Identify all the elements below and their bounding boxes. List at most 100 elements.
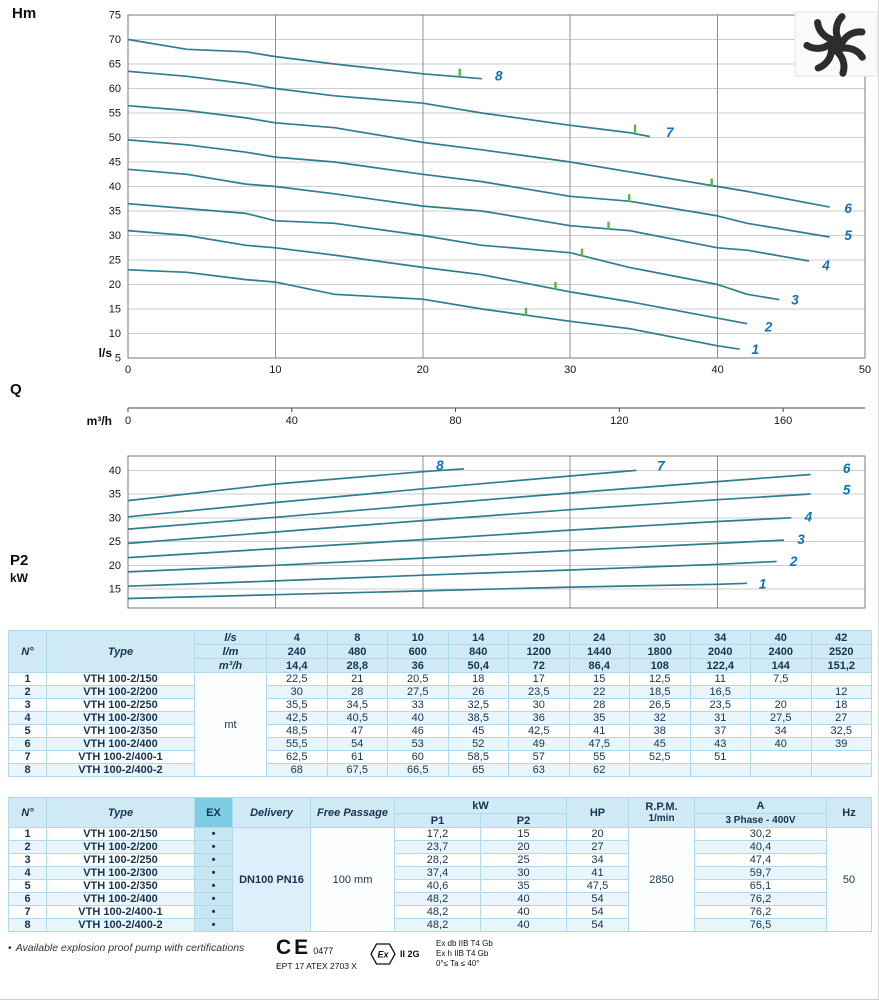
svg-text:80: 80	[449, 415, 461, 427]
t2-ex-header: EX	[194, 797, 233, 828]
t1-head-value: 16,5	[689, 685, 751, 699]
svg-text:75: 75	[109, 10, 121, 22]
ex-symbol-text: Ex	[377, 950, 389, 960]
t2-p2-value: 40	[480, 918, 567, 932]
t2-row: 8 VTH 100-2/400-2 • 48,2 40 54 76,5	[8, 918, 872, 932]
t1-row-type: VTH 100-2/250	[46, 698, 195, 712]
t2-ex-flag: •	[194, 827, 233, 841]
t2-hp-value: 20	[566, 827, 629, 841]
svg-text:40: 40	[109, 181, 121, 193]
t2-hp-value: 27	[566, 840, 629, 854]
specs-table: N° Type EX Delivery Free Passage kW HP R.P.M. 1/…	[8, 797, 872, 932]
t1-flow-header: 1800	[629, 644, 691, 659]
t1-row-no: 7	[8, 750, 47, 764]
t1-head-value: 18	[810, 698, 872, 712]
t1-head-value	[629, 763, 691, 777]
t1-row: 5 VTH 100-2/350 48,5 47 46 45 42,5 41 38 37 34 32,5	[8, 724, 872, 738]
t1-head-value: 40,5	[326, 711, 388, 725]
t1-head-value: 47	[326, 724, 388, 738]
t2-p2-value: 20	[480, 840, 567, 854]
svg-text:0: 0	[125, 364, 131, 376]
curve-label-2: 2	[764, 320, 773, 335]
ls-axis-label: l/s	[98, 346, 112, 360]
t1-head-value	[810, 763, 872, 777]
pump-curve-8	[127, 38, 482, 80]
t1-head-value: 39	[810, 737, 872, 751]
t1-flow-header: 144	[750, 658, 812, 673]
t1-head-value: 55,5	[266, 737, 328, 751]
t2-hz-value: 50	[826, 827, 872, 932]
t1-flow-header: 108	[629, 658, 691, 673]
t1-head-value: 32,5	[810, 724, 872, 738]
t1-flow-header: 42	[810, 630, 872, 645]
t1-row: 4 VTH 100-2/300 42,5 40,5 40 38,5 36 35 32 31 27,5…	[8, 711, 872, 725]
t1-row-type: VTH 100-2/300	[46, 711, 195, 725]
t2-rpm-value: 2850	[628, 827, 695, 932]
pump-curve-6	[127, 473, 811, 530]
t2-row-no: 7	[8, 905, 47, 919]
t1-flow-header: 2520	[810, 644, 872, 659]
t1-head-value: 23,5	[689, 698, 751, 712]
cert-line: Ex h IIB T4 Gb	[436, 949, 489, 958]
t1-flow-header: 4	[266, 630, 328, 645]
t2-hp-value: 54	[566, 892, 629, 906]
t2-p1-value: 28,2	[394, 853, 481, 867]
curve-label-4: 4	[821, 258, 830, 273]
svg-text:25: 25	[109, 255, 121, 267]
t1-head-value: 38,5	[447, 711, 509, 725]
t1-flow-header: 10	[387, 630, 449, 645]
ce-mark-block: CE 0477 EPT 17 ATEX 2703 X	[276, 936, 357, 971]
t1-head-value: 35,5	[266, 698, 328, 712]
t1-head-value	[689, 763, 751, 777]
t1-flow-header: 36	[387, 658, 449, 673]
t1-row-type: VTH 100-2/350	[46, 724, 195, 738]
t1-row: 2 VTH 100-2/200 30 28 27,5 26 23,5 22 18,5 16,5 12	[8, 685, 872, 699]
t1-head-value: 40	[387, 711, 449, 725]
t2-row-type: VTH 100-2/400	[46, 892, 195, 906]
footer: • Available explosion proof pump with cer…	[8, 936, 871, 994]
t2-row: 7 VTH 100-2/400-1 • 48,2 40 54 76,2	[8, 905, 872, 919]
t2-ex-flag: •	[194, 905, 233, 919]
t1-head-value: 62,5	[266, 750, 328, 764]
t1-head-value: 23,5	[508, 685, 570, 699]
t1-flow-header: 40	[750, 630, 812, 645]
t1-head-value: 27,5	[387, 685, 449, 699]
t1-head-value: 51	[689, 750, 751, 764]
t1-head-value: 27,5	[750, 711, 812, 725]
curve-label-3: 3	[791, 293, 799, 308]
t2-type-header: Type	[46, 797, 195, 828]
t1-flow-header: 2400	[750, 644, 812, 659]
performance-table: N° Type l/s 4 8 10 14 20 24 30 34 40 42 l/m 240 480 600 8…	[8, 630, 872, 777]
t2-row-no: 5	[8, 879, 47, 893]
t1-head-value: 18	[447, 672, 509, 686]
t2-current-value: 30,2	[694, 827, 827, 841]
t2-p1-value: 40,6	[394, 879, 481, 893]
t1-head-value: 57	[508, 750, 570, 764]
t2-row: 6 VTH 100-2/400 • 48,2 40 54 76,2	[8, 892, 872, 906]
t2-current-value: 59,7	[694, 866, 827, 880]
t1-row-no: 8	[8, 763, 47, 777]
t1-flow-header: 240	[266, 644, 328, 659]
t1-head-value	[750, 763, 812, 777]
ex-group-label: II 2G	[400, 949, 420, 959]
t2-current-value: 40,4	[694, 840, 827, 854]
t2-ex-flag: •	[194, 918, 233, 932]
t2-ex-flag: •	[194, 853, 233, 867]
t1-unit-header: l/s	[194, 630, 267, 645]
footnote: • Available explosion proof pump with cer…	[8, 942, 244, 954]
t2-p2-header: P2	[480, 813, 567, 828]
pump-curve-5	[127, 139, 830, 238]
t1-flow-header: 151,2	[810, 658, 872, 673]
t1-head-value: 45	[447, 724, 509, 738]
atex-code: EPT 17 ATEX 2703 X	[276, 961, 357, 971]
pump-curves: 12 3 45 6 7 8	[127, 38, 852, 357]
t1-head-value	[810, 750, 872, 764]
t1-head-value: 36	[508, 711, 570, 725]
t1-head-value: 35	[568, 711, 630, 725]
t1-flow-header: 72	[508, 658, 570, 673]
curve-label-6: 6	[844, 201, 852, 216]
pump-curve-8	[127, 467, 465, 502]
t2-p2-value: 40	[480, 892, 567, 906]
t1-head-value: 28	[326, 685, 388, 699]
plot-frame	[127, 455, 866, 609]
